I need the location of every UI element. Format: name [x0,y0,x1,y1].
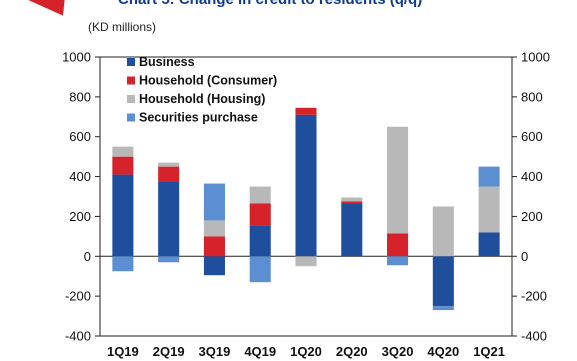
bar-securities-purchase-1q19 [112,256,134,272]
legend-label: Business [139,55,195,69]
x-tick-label: 1Q21 [473,344,505,359]
bar-household-housing-2q19 [158,162,180,167]
y-tick-label-right: 0 [521,249,528,264]
bar-household-housing-1q20 [295,256,317,267]
y-tick-label-left: -400 [65,329,91,344]
chart-title: Chart 5: Change in credit to residents (… [118,0,422,8]
bar-business-2q20 [341,203,363,257]
bar-household-consumer-1q20 [295,107,317,115]
x-tick-label: 2Q20 [336,344,368,359]
bar-household-housing-1q19 [112,146,134,157]
legend-label: Household (Housing) [139,92,265,106]
bar-business-4q20 [432,256,454,307]
bar-household-housing-4q19 [249,186,271,204]
bar-household-housing-4q20 [432,206,454,257]
bar-securities-purchase-4q19 [249,256,271,283]
bar-business-3q19 [203,256,225,276]
bar-household-consumer-1q19 [112,156,134,175]
y-tick-label-right: 200 [521,209,543,224]
legend-swatch [127,76,135,85]
bar-household-consumer-3q20 [387,233,409,257]
y-tick-label-right: 800 [521,89,543,104]
x-tick-label: 2Q19 [153,344,185,359]
plot-frame [99,56,513,337]
bar-business-2q19 [158,181,180,257]
bar-securities-purchase-3q20 [387,256,409,266]
x-tick-label: 3Q20 [382,344,414,359]
x-tick-label: 1Q19 [107,344,139,359]
x-tick-label: 4Q19 [244,344,276,359]
legend-swatch [127,113,135,122]
bar-securities-purchase-2q19 [158,256,180,263]
y-tick-label-left: 200 [69,209,91,224]
x-tick-label: 4Q20 [427,344,459,359]
y-tick-label-right: -200 [521,289,547,304]
y-tick-label-left: 600 [69,129,91,144]
bar-household-consumer-3q19 [203,236,225,257]
bar-household-housing-1q21 [478,186,500,233]
x-tick-label: 1Q20 [290,344,322,359]
legend-label: Securities purchase [139,111,258,125]
bar-securities-purchase-4q20 [432,306,454,311]
y-tick-label-left: 0 [84,249,91,264]
legend-label: Household (Consumer) [139,74,277,88]
bar-household-housing-3q20 [387,126,409,234]
bar-business-1q19 [112,174,134,257]
bar-household-consumer-4q19 [249,203,271,226]
y-tick-label-right: 1000 [521,50,550,65]
bar-securities-purchase-1q21 [478,166,500,187]
bar-securities-purchase-3q19 [203,183,225,221]
legend-swatch [127,95,135,103]
y-tick-label-left: 400 [69,169,91,184]
y-tick-label-left: -200 [65,289,91,304]
bar-household-consumer-2q19 [158,166,180,182]
bar-business-1q20 [295,114,317,257]
bar-household-housing-3q19 [203,220,225,237]
y-tick-label-left: 1000 [62,50,91,65]
y-tick-label-right: -400 [521,329,547,344]
legend-swatch [127,58,135,66]
unit-label: (KD millions) [88,20,157,34]
bar-household-housing-2q20 [341,197,363,202]
bar-business-1q21 [478,232,500,257]
x-tick-label: 3Q19 [199,344,231,359]
y-tick-label-right: 400 [521,169,543,184]
bar-household-consumer-2q20 [341,201,363,204]
bar-business-4q19 [249,225,271,257]
y-tick-label-left: 800 [69,89,91,104]
y-tick-label-right: 600 [521,129,543,144]
